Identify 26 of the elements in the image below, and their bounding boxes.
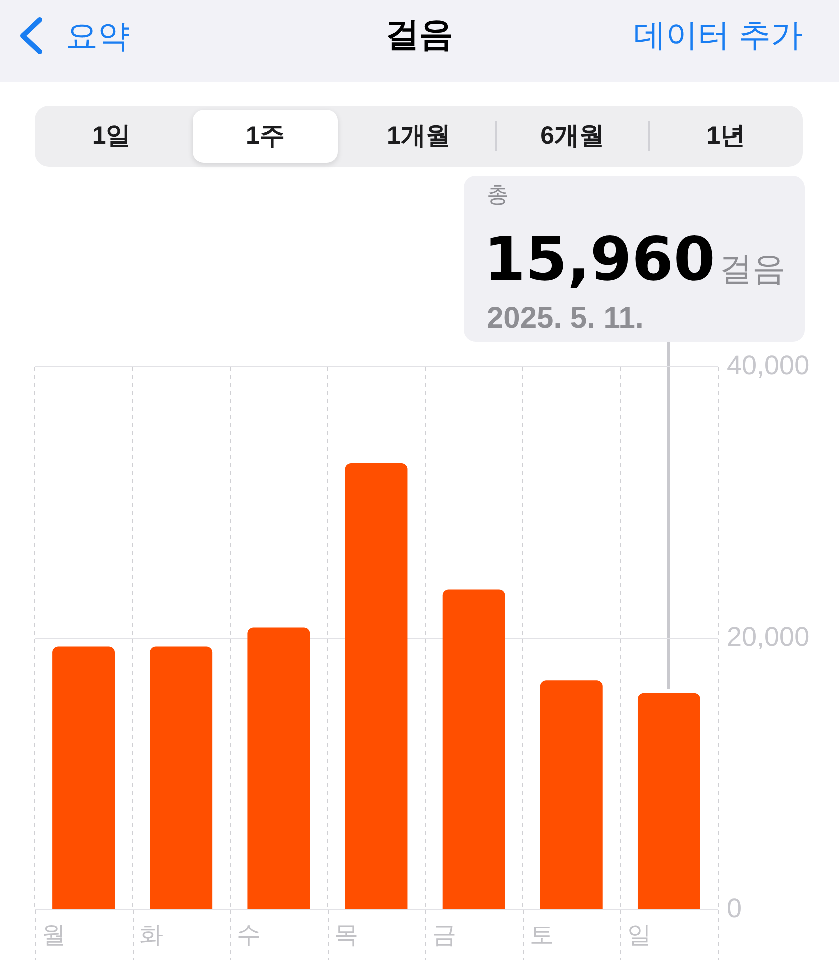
y-tick-label: 40,000 [727,350,810,381]
y-tick-label: 20,000 [727,622,810,652]
bar [442,590,506,910]
x-tick-label: 월 [42,922,66,950]
chart-title: 걸음 [386,16,454,54]
info-callout: 총 15,960 걸음 2025. 5. 11. [464,176,805,342]
text: 데이터 추가 [634,17,803,53]
bar [248,628,310,910]
text: 1년 [706,122,746,150]
x-tick-label: 목 [334,922,359,950]
bar [345,464,408,910]
x-tick-label: 일 [627,922,652,950]
x-tick-label: 금 [432,922,456,950]
text: 1주 [246,122,285,150]
x-tick-label: 수 [237,922,262,950]
x-tick-label: 화 [140,922,164,950]
bar [540,680,603,910]
text: 1일 [92,122,132,150]
text: 요약 [66,18,130,54]
text: 1개월 [387,122,451,150]
y-tick-label: 0 [727,893,742,924]
bar [52,646,116,910]
text: 6개월 [540,122,605,150]
bar [638,693,700,910]
bar [150,646,213,910]
x-tick-label: 토 [530,922,554,950]
